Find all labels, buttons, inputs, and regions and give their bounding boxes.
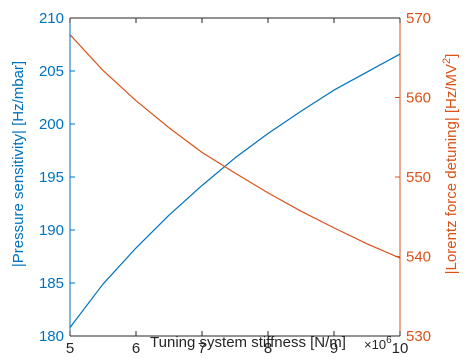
right-y-tick-label: 550: [406, 169, 431, 186]
x-axis-label: Tuning system stiffness [N/m]: [150, 334, 346, 351]
left-y-tick-label: 185: [39, 275, 64, 292]
x-tick-label: 8: [264, 340, 272, 357]
plot-area: [69, 34, 401, 328]
x-tick-label: 10: [392, 340, 409, 357]
left-y-axis: 180 185 190 195 200 205 210: [39, 10, 75, 345]
x-tick-label: 5: [66, 340, 74, 357]
right-y-tick-label: 560: [406, 90, 431, 107]
lorentz-detuning-line: [69, 34, 401, 259]
right-y-tick-label: 570: [406, 10, 431, 27]
x-axis: 5 6 7 8 9 10: [66, 17, 409, 357]
left-y-tick-label: 205: [39, 63, 64, 80]
x-tick-label: 6: [132, 340, 140, 357]
right-y-axis: 530 540 550 560 570: [395, 10, 431, 345]
pressure-sensitivity-line: [69, 53, 401, 328]
x-tick-label: 7: [198, 340, 206, 357]
left-y-tick-label: 190: [39, 222, 64, 239]
left-y-tick-label: 200: [39, 116, 64, 133]
right-y-tick-label: 540: [406, 249, 431, 266]
right-y-axis-label: |Lorentz force detuning| [Hz/MV2]: [441, 54, 460, 275]
x-tick-label: 9: [330, 340, 338, 357]
left-y-tick-label: 210: [39, 10, 64, 27]
left-y-tick-label: 180: [39, 328, 64, 345]
x-axis-exponent: ×106: [364, 335, 392, 352]
right-y-tick-label: 530: [406, 328, 431, 345]
left-y-tick-label: 195: [39, 169, 64, 186]
left-y-axis-label: |Pressure sensitivity| [Hz/mbar]: [10, 61, 27, 267]
